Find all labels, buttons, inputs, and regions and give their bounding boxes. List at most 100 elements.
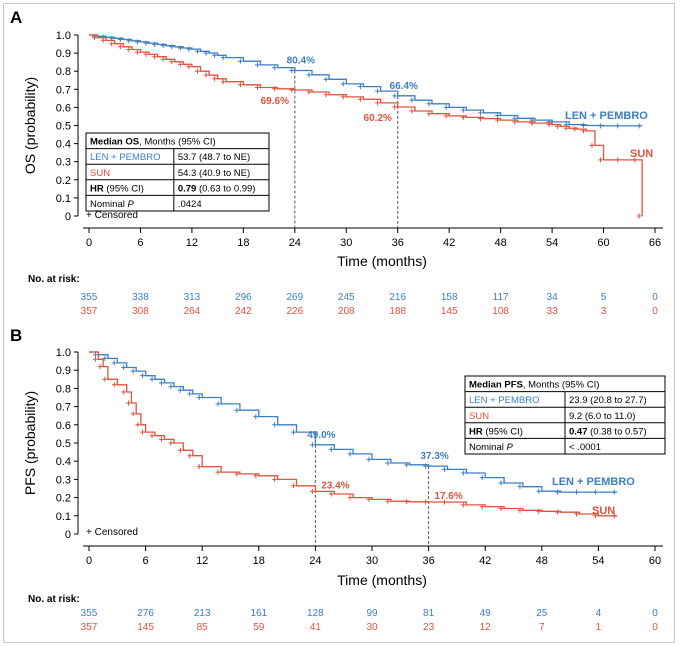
stats-row-value: 0.79 (0.63 to 0.99) bbox=[178, 183, 256, 194]
censor-mark-len-pembro bbox=[291, 429, 297, 435]
censored-note: + Censored bbox=[86, 210, 138, 221]
panel-label: A bbox=[10, 8, 22, 27]
at-risk-len-pembro: 99 bbox=[366, 608, 378, 619]
censor-mark-sun bbox=[460, 114, 466, 120]
censor-mark-len-pembro bbox=[126, 38, 132, 44]
censor-mark-len-pembro bbox=[580, 123, 586, 128]
censor-mark-len-pembro bbox=[375, 88, 381, 94]
censor-mark-len-pembro bbox=[460, 107, 466, 113]
censor-mark-sun bbox=[598, 157, 604, 163]
censor-mark-len-pembro bbox=[555, 489, 561, 495]
x-tick-label: 54 bbox=[592, 555, 604, 567]
censor-mark-sun bbox=[125, 400, 131, 406]
censor-mark-sun bbox=[92, 35, 98, 41]
at-risk-title: No. at risk: bbox=[28, 274, 80, 285]
censor-mark-sun bbox=[203, 72, 209, 78]
censor-mark-sun bbox=[423, 499, 429, 505]
at-risk-len-pembro: 128 bbox=[307, 608, 324, 619]
censor-mark-len-pembro bbox=[237, 58, 243, 64]
y-tick-label: 0.2 bbox=[56, 493, 71, 505]
censor-mark-len-pembro bbox=[426, 101, 432, 107]
x-tick-label: 54 bbox=[546, 237, 558, 249]
censor-mark-sun bbox=[289, 87, 295, 93]
stats-row-value: < .0001 bbox=[569, 442, 601, 453]
censor-mark-sun bbox=[366, 496, 372, 502]
at-risk-len-pembro: 81 bbox=[423, 608, 435, 619]
censor-mark-sun bbox=[196, 464, 202, 470]
censor-mark-sun bbox=[426, 111, 432, 117]
series-line-len-pembro bbox=[89, 34, 643, 127]
x-tick-label: 6 bbox=[137, 237, 143, 249]
x-tick-label: 30 bbox=[366, 555, 378, 567]
censor-mark-len-pembro bbox=[203, 50, 209, 56]
stats-row-value: 0.47 (0.38 to 0.57) bbox=[569, 426, 647, 437]
censor-mark-sun bbox=[306, 89, 312, 95]
at-risk-sun: 242 bbox=[235, 306, 252, 317]
censor-mark-sun bbox=[563, 125, 569, 131]
at-risk-sun: 41 bbox=[310, 622, 322, 633]
series-end-label: LEN + PEMBRO bbox=[552, 476, 635, 488]
censor-mark-sun bbox=[546, 122, 552, 128]
censor-mark-len-pembro bbox=[347, 451, 353, 457]
censor-mark-sun bbox=[92, 356, 98, 362]
x-tick-label: 30 bbox=[340, 237, 352, 249]
censor-mark-sun bbox=[443, 113, 449, 119]
censor-mark-len-pembro bbox=[152, 41, 158, 47]
censor-mark-sun bbox=[555, 509, 561, 515]
x-tick-label: 36 bbox=[392, 237, 404, 249]
censor-mark-len-pembro bbox=[111, 360, 117, 366]
at-risk-len-pembro: 296 bbox=[235, 292, 252, 303]
censor-mark-len-pembro bbox=[140, 373, 146, 379]
censor-mark-sun bbox=[237, 82, 243, 88]
censor-mark-sun bbox=[212, 76, 218, 82]
y-tick-label: 1.0 bbox=[56, 30, 71, 42]
censor-mark-len-pembro bbox=[160, 43, 166, 49]
censor-mark-sun bbox=[130, 411, 136, 417]
y-tick-label: 1.0 bbox=[56, 347, 71, 359]
censor-mark-sun bbox=[611, 513, 617, 519]
x-tick-label: 36 bbox=[422, 555, 434, 567]
censor-mark-sun bbox=[158, 436, 164, 442]
stats-row-label: HR (95% CI) bbox=[90, 183, 144, 194]
censor-mark-sun bbox=[441, 499, 447, 505]
censor-mark-sun bbox=[632, 157, 638, 163]
y-tick-label: 0.3 bbox=[56, 157, 71, 169]
censor-mark-len-pembro bbox=[517, 484, 523, 490]
at-risk-len-pembro: 269 bbox=[286, 292, 303, 303]
censor-mark-sun bbox=[536, 508, 542, 514]
at-risk-len-pembro: 0 bbox=[652, 608, 658, 619]
annotation-label: 80.4% bbox=[287, 55, 315, 66]
x-tick-label: 48 bbox=[495, 237, 507, 249]
at-risk-sun: 30 bbox=[366, 622, 378, 633]
censor-mark-len-pembro bbox=[615, 123, 621, 129]
stats-row-label: SUN bbox=[469, 411, 489, 422]
censor-mark-sun bbox=[177, 447, 183, 453]
censor-mark-sun bbox=[340, 94, 346, 100]
censor-mark-sun bbox=[615, 157, 621, 163]
stats-row-value: .0424 bbox=[178, 199, 202, 210]
stats-row-label: Nominal P bbox=[90, 199, 135, 210]
at-risk-len-pembro: 4 bbox=[596, 608, 602, 619]
x-tick-label: 66 bbox=[649, 237, 661, 249]
annotation-label: 23.4% bbox=[321, 480, 349, 491]
censor-mark-sun bbox=[121, 389, 127, 395]
censor-mark-sun bbox=[460, 502, 466, 508]
censor-mark-sun bbox=[169, 59, 175, 65]
y-tick-label: 0.9 bbox=[56, 48, 71, 60]
annotation-label: 60.2% bbox=[364, 113, 392, 124]
censor-mark-sun bbox=[152, 54, 158, 60]
censor-mark-sun bbox=[392, 104, 398, 110]
censor-mark-sun bbox=[272, 476, 278, 482]
y-tick-label: 0.9 bbox=[56, 365, 71, 377]
censor-mark-sun bbox=[102, 376, 108, 382]
stats-row-label: LEN + PEMBRO bbox=[469, 395, 539, 406]
censor-mark-len-pembro bbox=[253, 414, 259, 420]
censor-mark-sun bbox=[323, 92, 329, 98]
stats-row-label: HR (95% CI) bbox=[469, 426, 523, 437]
stats-table bbox=[85, 132, 270, 212]
censor-mark-sun bbox=[357, 96, 363, 102]
x-axis-label: Time (months) bbox=[337, 572, 427, 588]
censor-mark-len-pembro bbox=[169, 44, 175, 50]
at-risk-sun: 3 bbox=[601, 306, 607, 317]
